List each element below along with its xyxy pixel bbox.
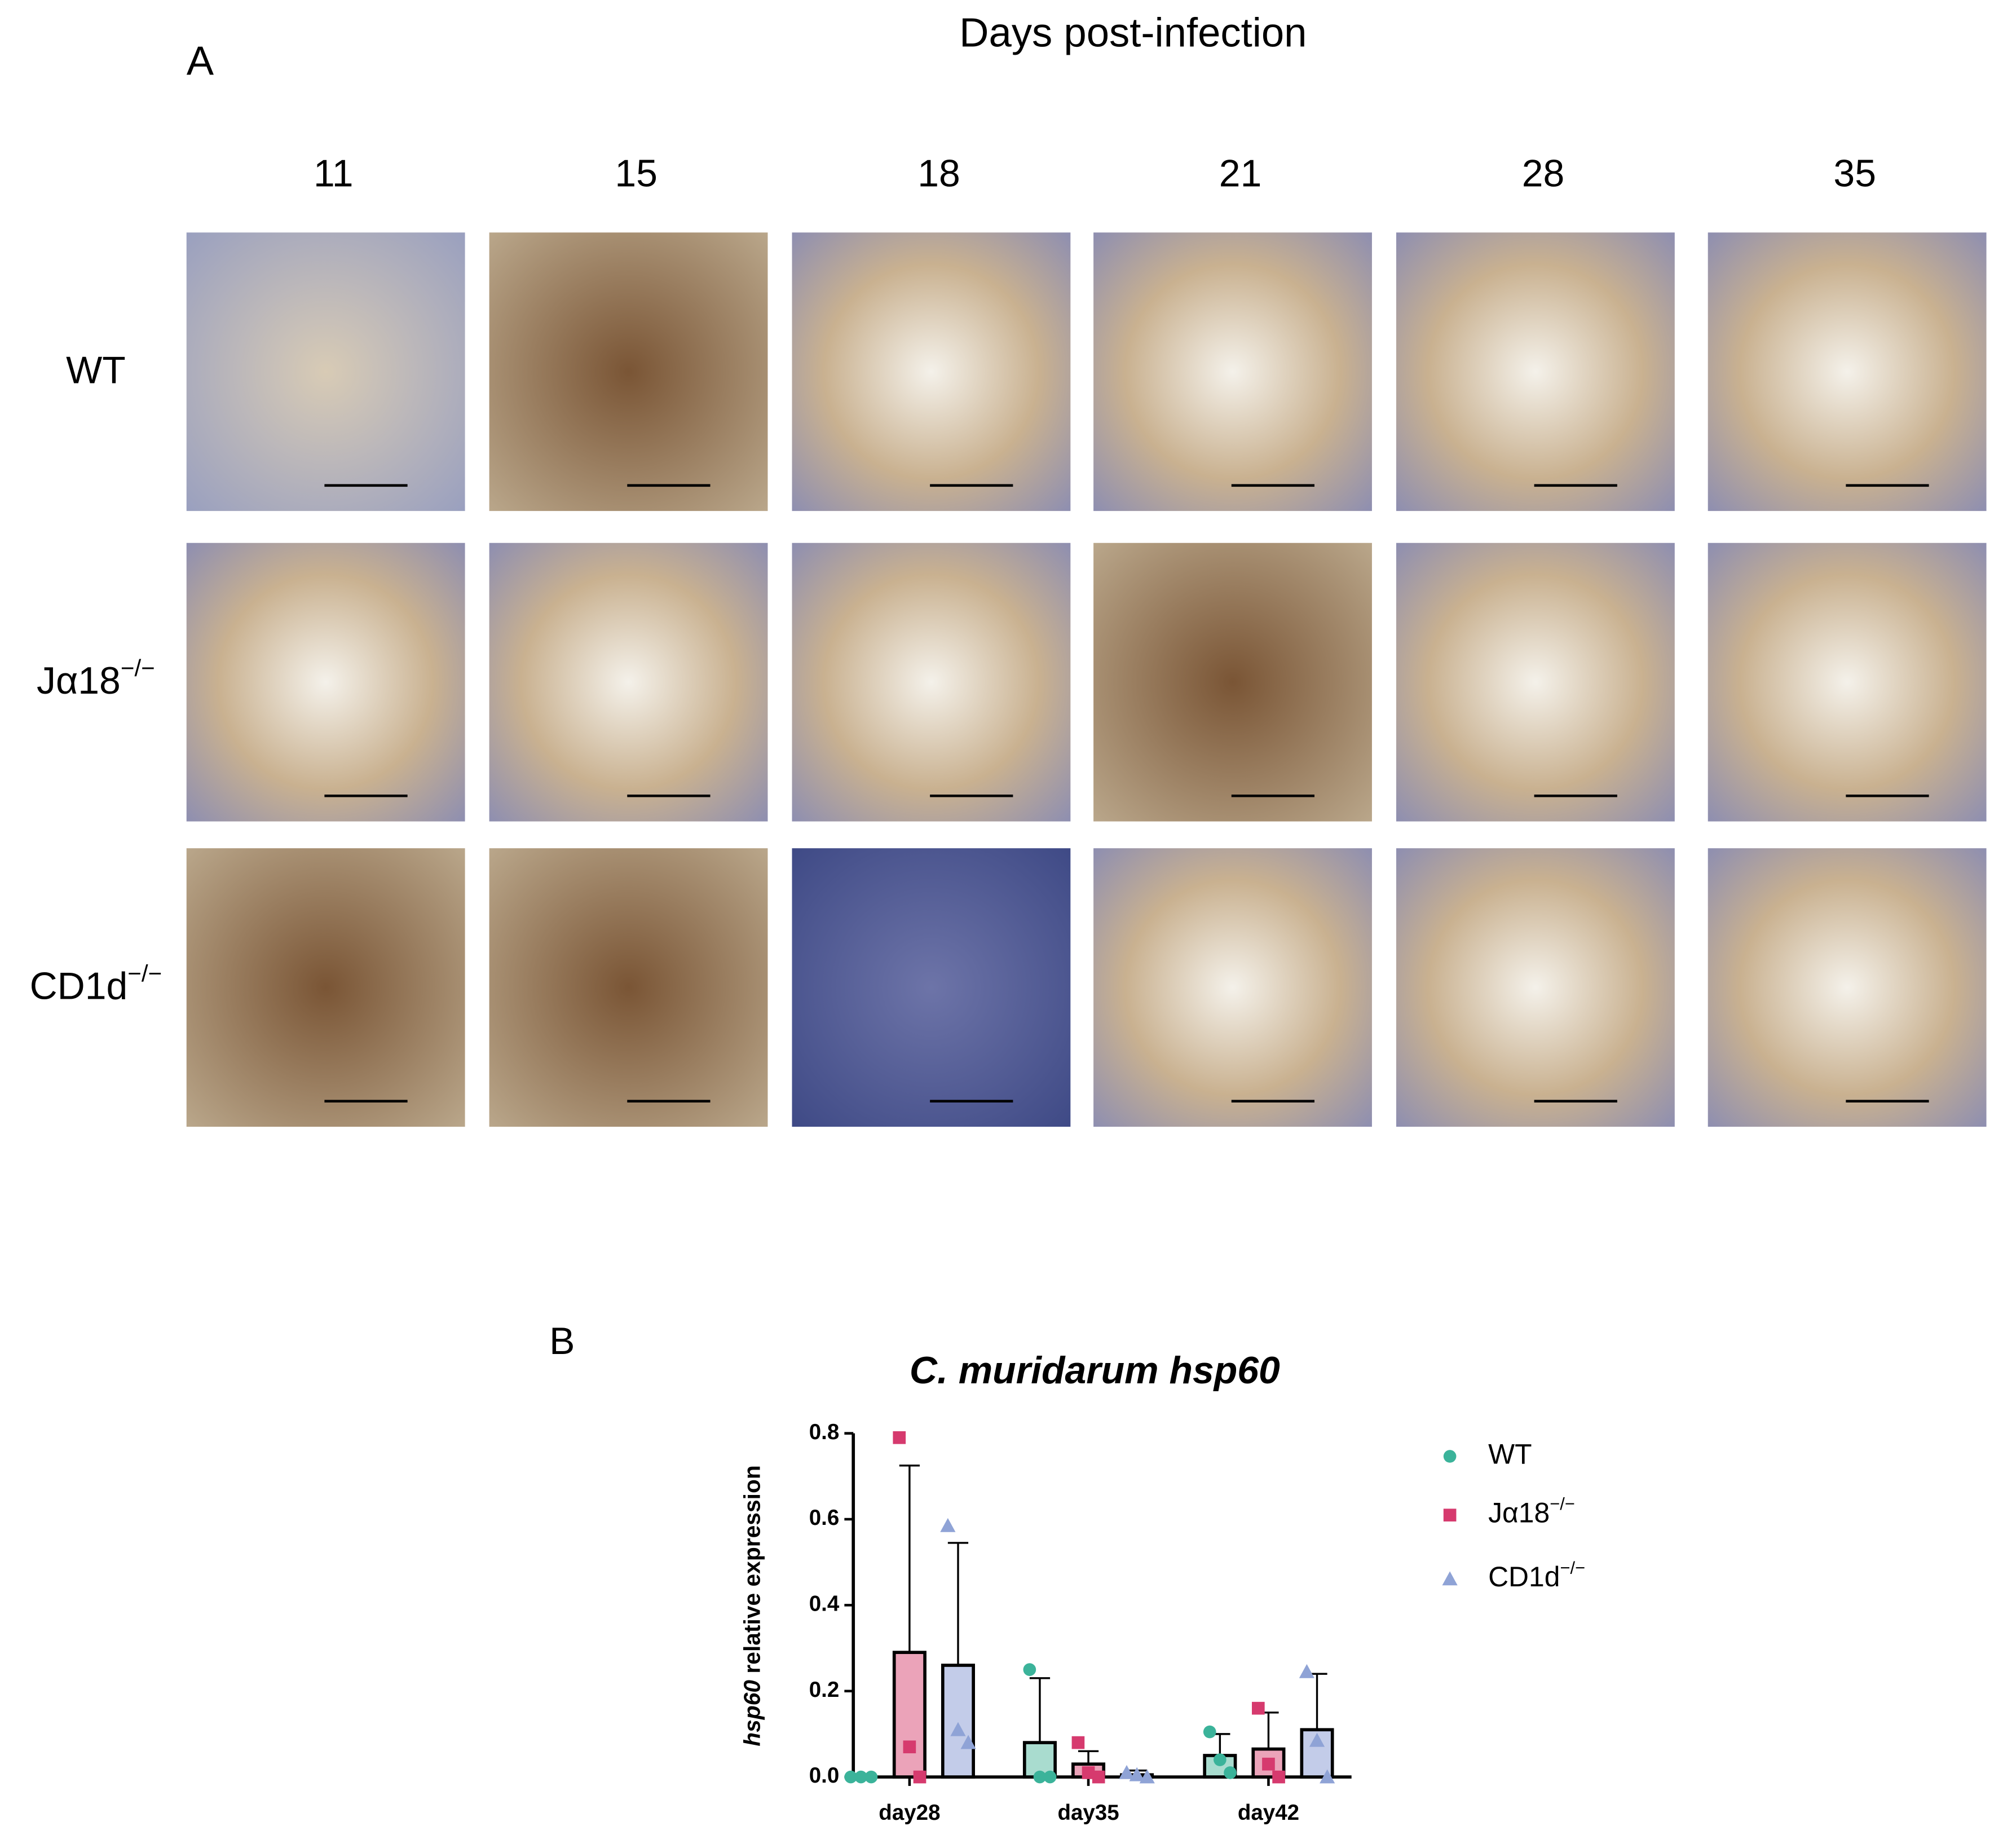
column-label: 18 <box>917 152 960 195</box>
y-tick-label: 0.4 <box>809 1592 840 1616</box>
row-label-sup: −/− <box>127 960 162 987</box>
data-point <box>913 1770 927 1784</box>
data-point <box>1092 1770 1105 1784</box>
error-bar <box>947 1542 969 1665</box>
micrograph <box>186 232 465 511</box>
legend-label-text: Jα18 <box>1488 1497 1550 1529</box>
row-label-text: Jα18 <box>37 659 121 702</box>
legend-label-sup: −/− <box>1560 1558 1585 1578</box>
panel-title: Days post-infection <box>959 10 1307 56</box>
legend-label-sup: −/− <box>1550 1494 1575 1514</box>
micrograph <box>1396 232 1675 511</box>
data-point <box>1139 1769 1155 1784</box>
y-axis-label: hsp60 relative expression <box>739 1465 765 1746</box>
data-point <box>940 1518 956 1532</box>
data-point <box>1119 1765 1135 1779</box>
row-label: Jα18−/− <box>37 655 155 702</box>
micrograph <box>1708 848 1987 1127</box>
data-point <box>1252 1701 1265 1715</box>
data-point <box>1203 1725 1216 1739</box>
bar <box>892 1651 927 1779</box>
x-tick-label: day42 <box>1238 1801 1299 1825</box>
error-bar <box>1078 1750 1099 1765</box>
data-point <box>1033 1770 1047 1784</box>
data-point <box>893 1431 906 1444</box>
row-label-text: WT <box>66 349 126 391</box>
column-label: 11 <box>314 152 354 195</box>
micrograph <box>1093 543 1372 822</box>
micrograph <box>489 543 768 822</box>
data-point <box>844 1770 858 1784</box>
row-label-sup: −/− <box>121 655 155 681</box>
micrograph <box>792 848 1071 1127</box>
error-bar <box>1258 1712 1279 1749</box>
legend-label-text: CD1d <box>1488 1561 1560 1593</box>
panel-label: A <box>187 38 214 83</box>
y-tick-label: 0.6 <box>809 1506 840 1530</box>
data-point <box>1299 1664 1314 1678</box>
column-label: 15 <box>615 152 658 195</box>
data-point <box>1262 1757 1275 1771</box>
bar <box>941 1664 975 1779</box>
data-point <box>1272 1770 1285 1784</box>
micrograph <box>1093 848 1372 1127</box>
legend-marker <box>1443 1509 1457 1521</box>
legend-marker <box>1442 1571 1458 1586</box>
data-point <box>903 1740 916 1754</box>
y-tick-label: 0.8 <box>809 1420 840 1444</box>
data-point <box>1309 1732 1325 1747</box>
y-axis-label-italic: hsp60 <box>739 1680 765 1746</box>
data-point <box>864 1770 878 1784</box>
micrograph <box>186 848 465 1127</box>
error-bar <box>899 1465 920 1653</box>
row-label: WT <box>66 349 126 391</box>
column-label: 21 <box>1219 152 1262 195</box>
micrograph <box>1396 848 1675 1127</box>
legend-label: CD1d−/− <box>1488 1558 1585 1593</box>
micrograph <box>489 232 768 511</box>
micrograph <box>1396 543 1675 822</box>
chart-title: C. muridarum hsp60 <box>910 1349 1280 1392</box>
error-bar <box>1029 1677 1051 1743</box>
data-point <box>1023 1663 1036 1676</box>
micrograph <box>1093 232 1372 511</box>
legend-label: Jα18−/− <box>1488 1494 1575 1528</box>
data-point <box>1071 1736 1085 1749</box>
x-tick-label: day35 <box>1057 1801 1119 1825</box>
y-tick-label: 0.2 <box>809 1678 840 1702</box>
micrograph <box>792 232 1071 511</box>
data-point <box>854 1770 868 1784</box>
error-bar <box>1307 1673 1327 1730</box>
column-label: 28 <box>1522 152 1565 195</box>
panel-label: B <box>549 1320 575 1362</box>
micrograph <box>186 543 465 822</box>
data-point <box>1320 1769 1335 1784</box>
legend-label: WT <box>1488 1439 1532 1470</box>
data-point <box>1043 1770 1057 1784</box>
micrograph <box>489 848 768 1127</box>
row-label: CD1d−/− <box>30 960 162 1008</box>
data-point <box>950 1722 966 1736</box>
y-axis-label-rest: relative expression <box>739 1465 765 1673</box>
row-label-text: CD1d <box>30 964 128 1007</box>
data-point <box>1224 1766 1237 1779</box>
data-point <box>1082 1766 1095 1779</box>
micrograph <box>1708 232 1987 511</box>
legend-marker <box>1443 1450 1457 1463</box>
data-point <box>960 1735 976 1749</box>
data-point <box>1214 1753 1226 1766</box>
micrograph <box>792 543 1071 822</box>
legend-label-text: WT <box>1488 1439 1532 1470</box>
column-label: 35 <box>1833 152 1876 195</box>
data-point <box>1129 1767 1145 1781</box>
x-tick-label: day28 <box>879 1801 940 1825</box>
micrograph <box>1708 543 1987 822</box>
y-tick-label: 0.0 <box>809 1763 840 1788</box>
